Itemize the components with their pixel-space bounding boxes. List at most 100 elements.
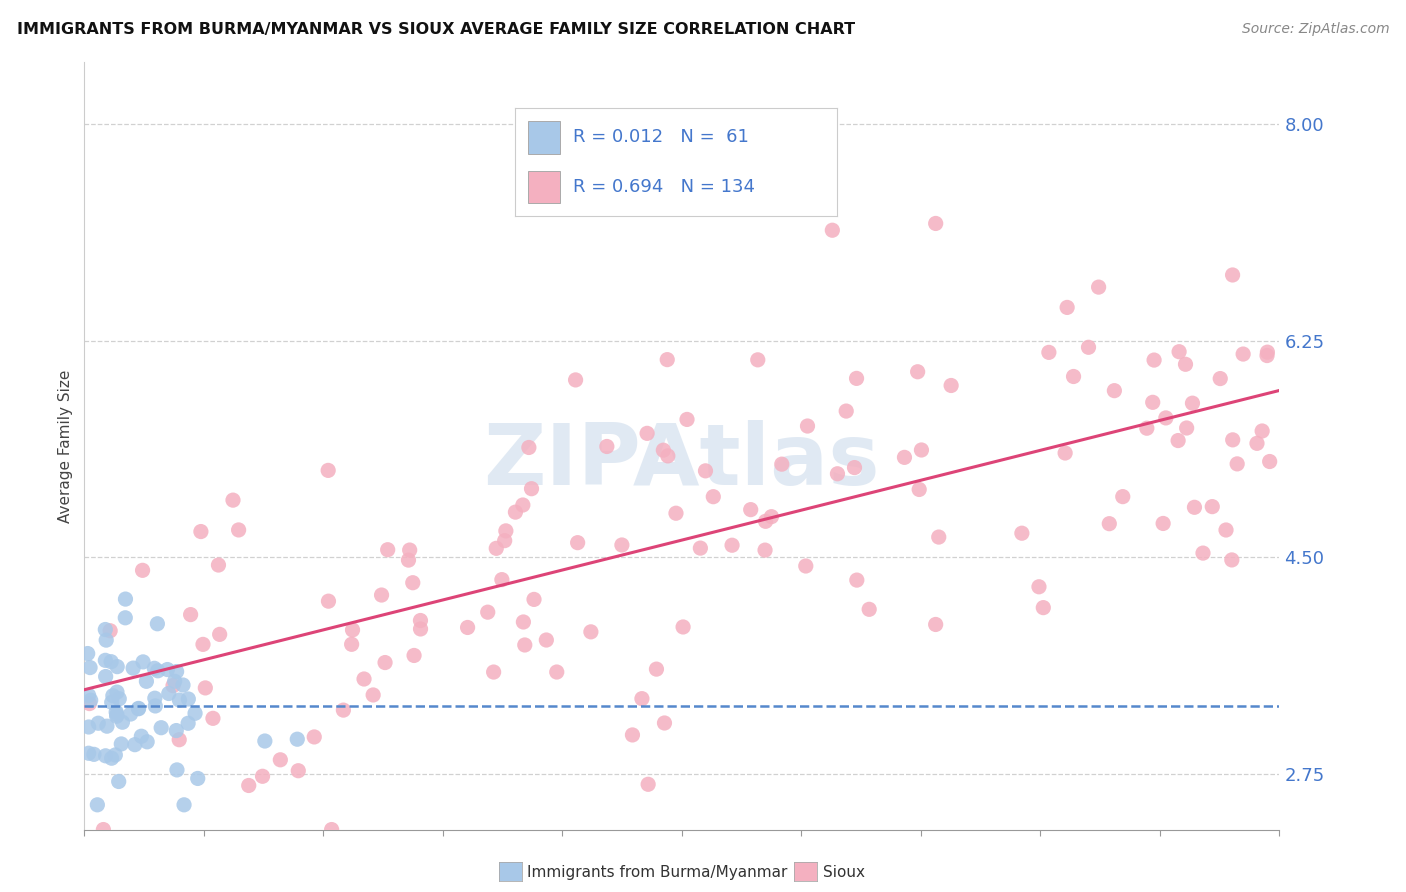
Point [512, 498, 534, 512]
Point [131, 563, 153, 577]
Point [222, 493, 245, 508]
Point [1251, 424, 1274, 438]
Point [136, 735, 159, 749]
Point [172, 678, 194, 692]
Point [1077, 340, 1099, 354]
Point [689, 541, 711, 555]
Point [96, 719, 118, 733]
Point [100, 695, 122, 709]
Point [546, 665, 568, 679]
Point [207, 558, 229, 572]
Point [404, 648, 426, 663]
Point [754, 543, 776, 558]
Point [108, 691, 131, 706]
Point [657, 352, 679, 367]
Point [796, 419, 818, 434]
Point [1209, 371, 1232, 385]
Point [665, 506, 688, 520]
Point [167, 732, 190, 747]
Point [893, 450, 915, 465]
Point [491, 573, 513, 587]
Point [111, 715, 134, 730]
Point [1063, 369, 1085, 384]
Point [304, 730, 326, 744]
Point [166, 665, 188, 679]
Point [1222, 268, 1244, 282]
Point [1184, 500, 1206, 515]
Point [1256, 349, 1278, 363]
Point [105, 707, 128, 722]
Point [1222, 433, 1244, 447]
Point [495, 524, 517, 538]
Point [482, 665, 505, 679]
Point [523, 592, 546, 607]
Point [128, 701, 150, 715]
Point [672, 620, 695, 634]
Point [1152, 516, 1174, 531]
Point [101, 689, 124, 703]
Point [105, 705, 128, 719]
Point [177, 692, 200, 706]
Point [1201, 500, 1223, 514]
Point [747, 352, 769, 367]
Point [645, 662, 668, 676]
Point [513, 638, 536, 652]
Point [1226, 457, 1249, 471]
Point [77, 689, 100, 703]
Point [253, 734, 276, 748]
Point [201, 711, 224, 725]
Point [631, 691, 654, 706]
Point [1258, 454, 1281, 468]
Point [177, 716, 200, 731]
Point [340, 637, 363, 651]
Point [86, 797, 108, 812]
Point [1232, 347, 1254, 361]
Point [794, 559, 817, 574]
Point [520, 482, 543, 496]
Point [107, 774, 129, 789]
Point [143, 661, 166, 675]
Point [740, 502, 762, 516]
Point [1215, 523, 1237, 537]
Point [845, 573, 868, 587]
Text: Immigrants from Burma/Myanmar: Immigrants from Burma/Myanmar [527, 865, 787, 880]
Point [252, 769, 274, 783]
Point [77, 746, 100, 760]
Point [1143, 353, 1166, 368]
Point [1142, 395, 1164, 409]
Point [621, 728, 644, 742]
Point [907, 365, 929, 379]
Text: ZIPAtlas: ZIPAtlas [484, 420, 880, 503]
Point [143, 698, 166, 713]
Point [162, 679, 184, 693]
Point [1167, 434, 1189, 448]
Point [1256, 345, 1278, 359]
Point [536, 633, 558, 648]
Point [374, 656, 396, 670]
Point [143, 691, 166, 706]
Point [135, 674, 157, 689]
Point [184, 706, 207, 721]
Point [208, 627, 231, 641]
Point [131, 729, 153, 743]
Point [77, 720, 100, 734]
Point [654, 716, 676, 731]
Point [637, 777, 659, 791]
Point [844, 460, 866, 475]
Point [94, 623, 117, 637]
Point [165, 723, 187, 738]
Point [94, 653, 117, 667]
Text: Sioux: Sioux [823, 865, 865, 880]
Point [657, 449, 679, 463]
Point [79, 660, 101, 674]
Point [409, 614, 432, 628]
Point [398, 543, 420, 558]
Point [342, 623, 364, 637]
Y-axis label: Average Family Size: Average Family Size [58, 369, 73, 523]
Point [87, 716, 110, 731]
Point [105, 659, 128, 673]
Point [761, 509, 783, 524]
Point [636, 426, 658, 441]
Point [1011, 526, 1033, 541]
Point [770, 457, 793, 471]
